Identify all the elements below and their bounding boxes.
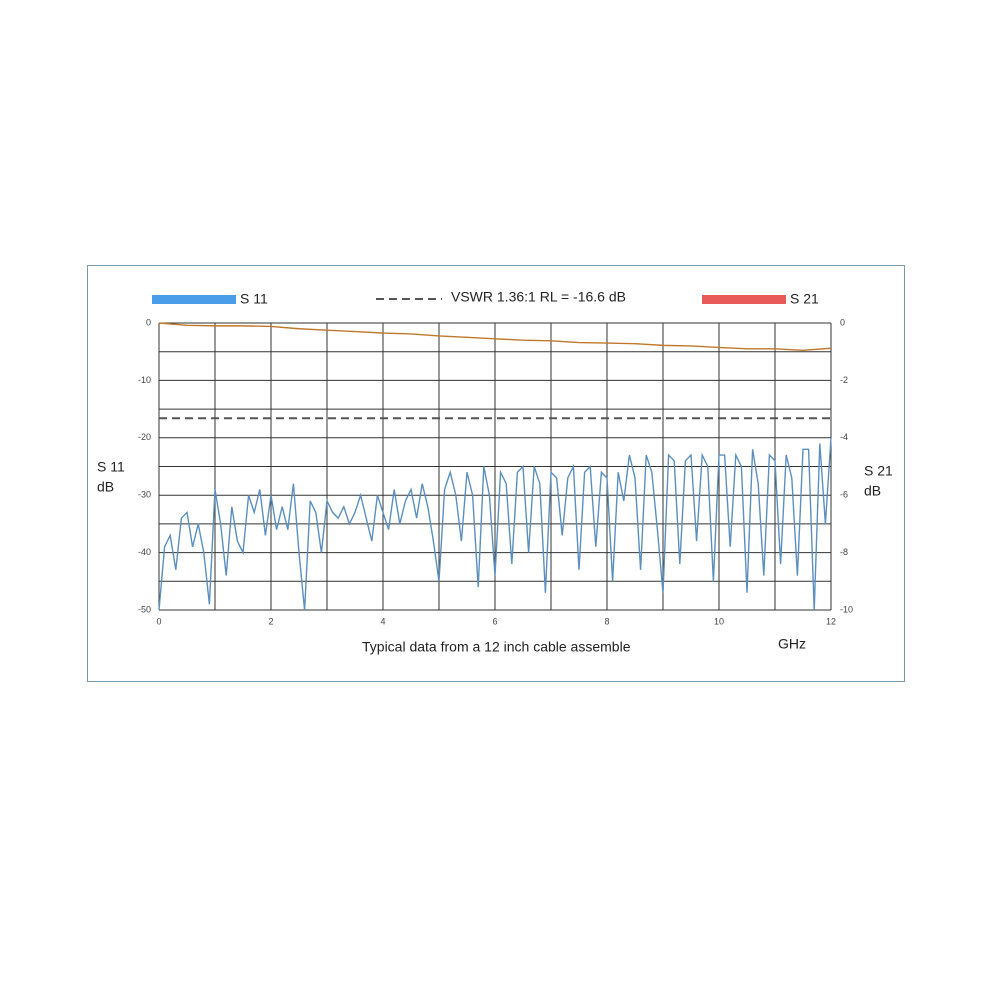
- y2-tick-label: -10: [840, 604, 853, 614]
- y-tick-label: -30: [138, 490, 151, 500]
- legend-label: S 11: [240, 291, 268, 307]
- y-tick-label: -20: [138, 432, 151, 442]
- y2-axis-label: dB: [864, 483, 881, 499]
- x-tick-label: 6: [492, 616, 497, 626]
- y2-tick-label: -6: [840, 490, 848, 500]
- y2-tick-label: 0: [840, 317, 845, 327]
- legend-swatch: [152, 295, 236, 304]
- x-tick-label: 8: [604, 616, 609, 626]
- x-axis-label: GHz: [778, 636, 806, 652]
- series-line: [158, 437, 832, 611]
- y-tick-label: -10: [138, 375, 151, 385]
- x-tick-label: 12: [826, 616, 836, 626]
- x-tick-label: 0: [156, 616, 161, 626]
- legend-swatch: [702, 295, 786, 304]
- legend-label: VSWR 1.36:1 RL = -16.6 dB: [451, 289, 626, 305]
- y-tick-label: 0: [146, 317, 151, 327]
- caption: Typical data from a 12 inch cable assemb…: [362, 639, 631, 655]
- series-line: [158, 322, 832, 351]
- y2-tick-label: -2: [840, 375, 848, 385]
- y-axis-label: S 11: [97, 459, 125, 475]
- x-tick-label: 2: [268, 616, 273, 626]
- y-tick-label: -40: [138, 547, 151, 557]
- y2-axis-label: S 21: [864, 463, 893, 479]
- y2-tick-label: -4: [840, 432, 848, 442]
- y2-tick-label: -8: [840, 547, 848, 557]
- legend-label: S 21: [790, 291, 819, 307]
- y-axis-label: dB: [97, 479, 114, 495]
- x-tick-label: 10: [714, 616, 724, 626]
- x-tick-label: 4: [380, 616, 385, 626]
- y-tick-label: -50: [138, 604, 151, 614]
